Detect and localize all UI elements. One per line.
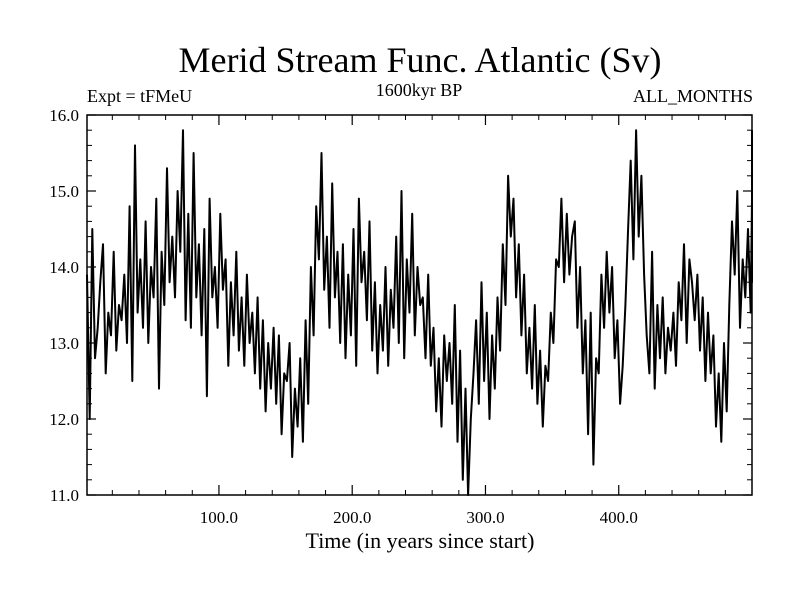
plot-frame (86, 114, 753, 496)
x-axis-label: Time (in years since start) (306, 528, 535, 553)
x-tick-label: 100.0 (200, 508, 238, 527)
x-tick-label: 400.0 (600, 508, 638, 527)
chart-title: Merid Stream Func. Atlantic (Sv) (179, 40, 662, 80)
experiment-label: Expt = tFMeU (87, 86, 192, 106)
x-axis: 100.0 200.0 300.0 400.0 (111, 115, 726, 527)
months-label: ALL_MONTHS (633, 86, 753, 106)
y-axis: 11.0 12.0 13.0 14.0 15.0 16.0 (49, 106, 752, 505)
y-tick-label: 15.0 (49, 182, 79, 201)
y-tick-label: 13.0 (49, 334, 79, 353)
x-tick-label: 200.0 (333, 508, 371, 527)
period-label: 1600kyr BP (376, 80, 463, 100)
y-tick-label: 16.0 (49, 106, 79, 125)
y-tick-label: 12.0 (49, 410, 79, 429)
x-tick-label: 300.0 (466, 508, 504, 527)
y-tick-label: 14.0 (49, 258, 79, 277)
y-tick-label: 11.0 (50, 486, 79, 505)
series-line (86, 129, 753, 496)
